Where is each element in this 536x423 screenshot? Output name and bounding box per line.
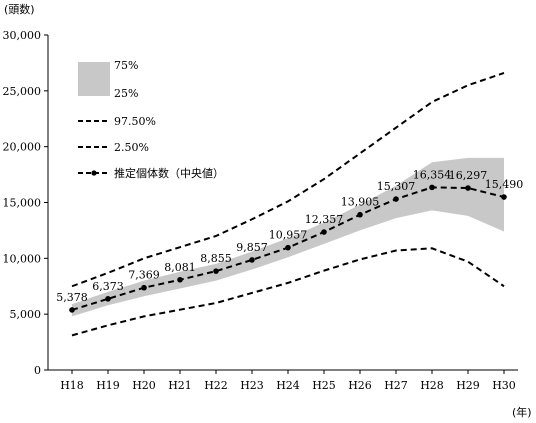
- median-point: [141, 284, 147, 291]
- p25-line: [71, 247, 505, 337]
- legend-p25-label: 2.50%: [114, 141, 149, 154]
- x-tick-label: H27: [384, 379, 408, 392]
- median-data-label: 5,378: [56, 291, 88, 304]
- legend-p975-label: 97.50%: [114, 115, 156, 128]
- median-data-label: 15,307: [377, 180, 416, 193]
- median-point: [393, 196, 399, 202]
- median-point: [465, 185, 471, 191]
- median-data-label: 8,081: [164, 261, 196, 274]
- median-data-label: 16,297: [449, 169, 488, 182]
- legend-band-upper-label: 75%: [114, 59, 138, 72]
- x-tick-label: H30: [492, 379, 516, 392]
- legend-median-label: 推定個体数（中央値）: [114, 166, 224, 180]
- median-point: [357, 211, 363, 218]
- median-data-label: 15,490: [485, 178, 524, 191]
- y-tick-label: 30,000: [3, 29, 42, 42]
- median-data-label: 8,855: [200, 252, 232, 265]
- x-tick-label: H24: [276, 379, 300, 392]
- y-tick-label: 10,000: [3, 252, 42, 265]
- p975-line: [71, 72, 505, 288]
- legend-band-lower-label: 25%: [114, 87, 138, 100]
- median-point: [249, 257, 255, 263]
- x-tick-label: H21: [168, 379, 192, 392]
- median-data-label: 13,905: [341, 196, 380, 209]
- x-tick-label: H29: [456, 379, 480, 392]
- x-tick-label: H19: [96, 379, 120, 392]
- median-point: [321, 229, 327, 235]
- median-data-label: 7,369: [128, 269, 160, 282]
- y-tick-layer: 0 5,000 10,000 15,000 20,000 25,000 30,000: [3, 29, 48, 377]
- x-tick-label: H20: [132, 379, 156, 392]
- median-data-label: 16,354: [413, 168, 452, 181]
- median-data-label: 10,957: [269, 229, 308, 242]
- x-tick-layer: H18 H19 H20 H21 H22 H23 H24 H25 H26 H27 H28 H29 H30: [60, 370, 516, 392]
- x-tick-label: H22: [204, 379, 228, 392]
- y-tick-label: 5,000: [10, 308, 42, 321]
- legend-band-swatch: [78, 62, 110, 96]
- legend-median-marker: [91, 170, 97, 176]
- y-tick-label: 20,000: [3, 141, 42, 154]
- x-tick-label: H26: [348, 379, 372, 392]
- median-data-label: 12,357: [305, 213, 344, 226]
- median-marker-layer: [69, 184, 507, 313]
- x-axis-unit-label: (年): [512, 405, 532, 419]
- median-data-label: 9,857: [236, 241, 268, 254]
- y-axis-unit-label: (頭数): [4, 3, 35, 16]
- x-tick-label: H18: [60, 379, 84, 392]
- median-point: [177, 276, 183, 283]
- median-point: [501, 194, 507, 200]
- x-tick-label: H25: [312, 379, 336, 392]
- x-tick-label: H23: [240, 379, 264, 392]
- x-tick-label: H28: [420, 379, 444, 392]
- median-point: [105, 296, 111, 302]
- median-point: [213, 268, 219, 274]
- median-data-label: 6,373: [92, 280, 124, 293]
- y-tick-label: 0: [34, 364, 41, 377]
- legend: 75% 25% 97.50% 2.50% 推定個体数（中央値）: [78, 59, 224, 180]
- median-point: [285, 244, 291, 251]
- y-tick-label: 15,000: [3, 197, 42, 210]
- median-point: [429, 184, 435, 191]
- median-point: [69, 307, 75, 313]
- y-tick-label: 25,000: [3, 85, 42, 98]
